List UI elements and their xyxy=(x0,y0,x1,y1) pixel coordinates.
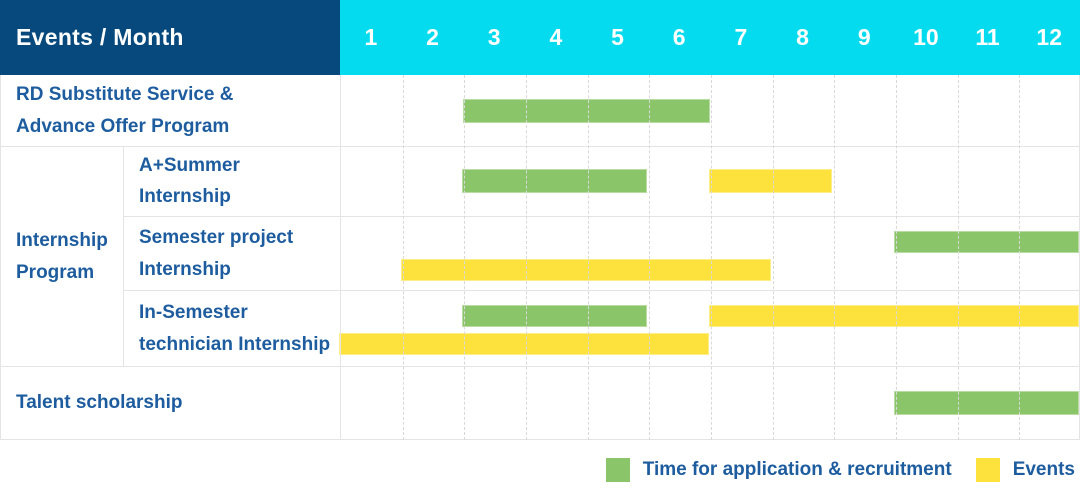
row-label-line: technician Internship xyxy=(139,333,331,355)
label-chart-divider xyxy=(340,75,341,439)
table-row: RD Substitute Service & Advance Offer Pr… xyxy=(1,75,1079,147)
legend-item: Time for application & recruitment xyxy=(605,458,952,482)
row-label-line: Advance Offer Program xyxy=(16,115,230,137)
events-month-header-label: Events / Month xyxy=(16,24,184,50)
gantt-bar-yellow xyxy=(709,169,833,194)
month-label: 8 xyxy=(796,24,809,50)
row-chart-cell xyxy=(339,147,1079,216)
row-label-in-semester-technician: In-Semester technician Internship xyxy=(124,291,339,366)
gantt-bar-green xyxy=(894,391,1079,415)
month-label: 3 xyxy=(487,24,501,50)
gantt-bar-green xyxy=(463,98,710,123)
row-label-line: In-Semester xyxy=(139,302,248,324)
month-label: 4 xyxy=(549,24,563,50)
row-label-talent-scholarship: Talent scholarship xyxy=(1,367,340,439)
month-label: 1 xyxy=(364,24,378,50)
table-row: Semester project Internship xyxy=(124,217,1079,292)
gantt-bar-yellow xyxy=(339,333,709,356)
month-label: 5 xyxy=(611,24,624,50)
month-label: 12 xyxy=(1036,24,1063,50)
group-label-line: Internship xyxy=(16,230,108,252)
month-label: 9 xyxy=(857,24,871,50)
row-label-line: RD Substitute Service & xyxy=(16,84,234,106)
row-chart-cell xyxy=(339,217,1079,291)
month-label: 10 xyxy=(913,24,939,50)
month-header: 1 2 3 4 5 6 7 8 9 10 11 12 xyxy=(340,0,1080,75)
row-label-semester-project: Semester project Internship xyxy=(124,217,339,291)
row-label-rd-substitute: RD Substitute Service & Advance Offer Pr… xyxy=(1,75,340,146)
group-label-internship-program: Internship Program xyxy=(1,147,124,366)
row-label-line: A+Summer xyxy=(139,155,240,176)
gantt-bar-green xyxy=(894,230,1079,253)
row-label-line: Internship xyxy=(139,258,231,280)
gantt-bar-yellow xyxy=(709,305,1079,328)
group-subrows: A+Summer Internship Semester project Int… xyxy=(124,147,1079,366)
month-label: 2 xyxy=(426,24,439,50)
row-label-a-summer: A+Summer Internship xyxy=(124,147,339,216)
row-label-line: Internship xyxy=(139,186,231,208)
month-label: 6 xyxy=(672,24,686,50)
row-chart-cell xyxy=(339,291,1079,366)
legend: Time for application & recruitment Events xyxy=(605,452,1075,488)
legend-swatch-yellow xyxy=(975,458,1000,482)
table-row: Talent scholarship xyxy=(1,367,1079,440)
internship-program-group: Internship Program A+Summer Internship S… xyxy=(1,147,1079,367)
legend-label: Events xyxy=(1012,459,1075,480)
legend-item: Events xyxy=(975,458,1075,482)
month-label: 7 xyxy=(734,24,748,50)
month-label: 11 xyxy=(975,24,1000,50)
gantt-bar-green xyxy=(462,305,648,328)
legend-label: Time for application & recruitment xyxy=(642,459,952,480)
row-label-line: Semester project xyxy=(139,227,294,249)
gantt-bar-yellow xyxy=(400,258,771,281)
row-label-line: Talent scholarship xyxy=(16,392,183,414)
row-chart-cell xyxy=(340,75,1079,146)
table-row: A+Summer Internship xyxy=(124,147,1079,217)
group-label-line: Program xyxy=(16,261,95,283)
schedule-table-body: RD Substitute Service & Advance Offer Pr… xyxy=(0,75,1080,440)
row-chart-cell xyxy=(340,367,1079,439)
table-row: In-Semester technician Internship xyxy=(124,291,1079,366)
legend-swatch-green xyxy=(605,458,630,482)
events-month-header-cell: Events / Month xyxy=(0,0,340,75)
gantt-bar-green xyxy=(462,169,648,194)
